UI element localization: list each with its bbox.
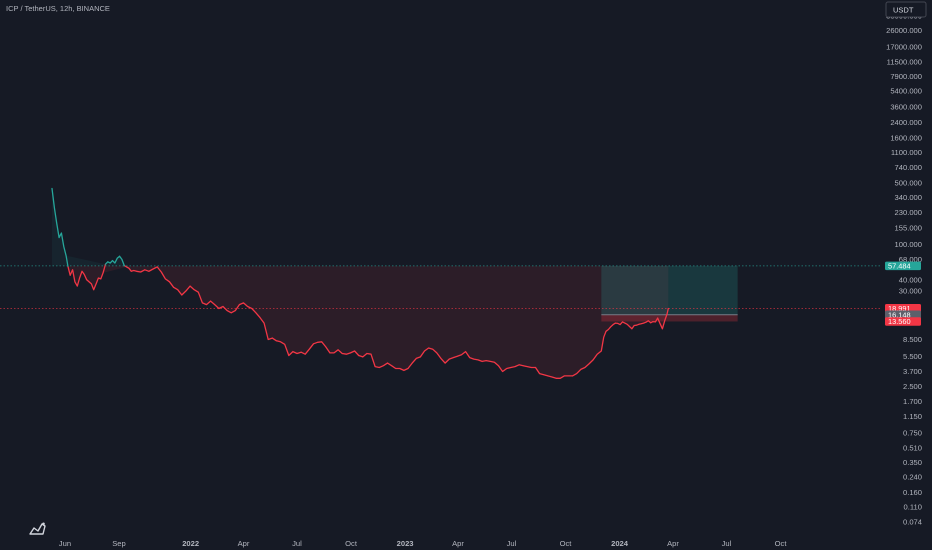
y-tick-label: 1.150 (903, 412, 922, 421)
y-tick-label: 1600.000 (890, 133, 922, 142)
y-tick-label: 1100.000 (891, 148, 922, 157)
y-tick-label: 500.000 (895, 178, 922, 187)
currency-button-frame[interactable] (885, 1, 927, 18)
series-layer (51, 187, 669, 379)
x-tick-label: Oct (775, 539, 788, 548)
tradingview-logo-icon[interactable] (29, 522, 46, 535)
x-tick-label: Jul (292, 539, 302, 548)
position-stop-zone[interactable] (601, 314, 738, 322)
x-tick-label: Jul (507, 539, 517, 548)
fills-layer (52, 188, 669, 379)
price-tag-bg (885, 310, 921, 320)
price-tag-text: 18.991 (888, 304, 911, 313)
y-tick-label: 340.000 (895, 193, 922, 202)
y-tick-label: 17000.000 (886, 43, 922, 52)
y-tick-label: 3600.000 (890, 102, 922, 111)
price-tag-bg (885, 317, 921, 326)
y-tick-label: 26000.000 (886, 26, 922, 35)
y-tick-label: 0.350 (903, 458, 922, 467)
y-tick-label: 2400.000 (890, 118, 922, 127)
y-tick-label: 5.500 (903, 352, 922, 361)
x-tick-label: 2022 (182, 539, 199, 548)
x-tick-label: Apr (238, 539, 250, 548)
y-tick-label: 0.074 (903, 518, 922, 527)
y-tick-label: 230.000 (895, 208, 922, 217)
y-tick-label: 40.000 (899, 275, 922, 284)
x-tick-label: 2023 (397, 539, 414, 548)
position-tool[interactable] (601, 265, 738, 322)
reference-lines (0, 265, 882, 309)
series-line-above (51, 187, 125, 267)
x-tick-label: Jul (722, 539, 732, 548)
below-threshold-fill (67, 265, 669, 379)
x-tick-label: Jun (59, 539, 71, 548)
logo-dot (42, 522, 45, 526)
y-tick-label: 100.000 (895, 240, 922, 249)
currency-button[interactable]: USDT (885, 1, 927, 18)
price-tag-bg (885, 261, 921, 271)
series-line-below (67, 263, 669, 379)
y-tick-label: 30.000 (899, 287, 922, 296)
y-tick-label: 155.000 (895, 223, 922, 232)
y-tick-label: 0.160 (903, 488, 922, 497)
y-tick-label: 1.700 (903, 397, 922, 406)
x-tick-label: Oct (560, 539, 573, 548)
y-tick-label: 11500.000 (887, 58, 922, 67)
x-axis[interactable]: Jun Sep 2022 Apr Jul Oct 2023 Apr Jul Oct 2024 Apr J… (59, 539, 788, 548)
x-tick-label: Oct (345, 539, 358, 548)
y-tick-label: 8.500 (903, 335, 922, 344)
x-tick-label: Sep (112, 539, 126, 548)
position-target-zone[interactable] (601, 265, 738, 315)
y-tick-label: 0.510 (903, 443, 922, 452)
y-tick-label: 5400.000 (890, 87, 922, 96)
logo-shape (29, 523, 46, 535)
price-tag-text: 57.484 (888, 261, 911, 270)
x-tick-label: Apr (452, 539, 464, 548)
y-tick-label: 740.000 (895, 163, 922, 172)
y-tick-label: 0.750 (903, 428, 922, 437)
price-tag-text: 16.148 (888, 310, 911, 319)
price-tag-text: 13.560 (888, 317, 911, 326)
chart-title: ICP / TetherUS, 12h, BINANCE (6, 4, 110, 13)
y-tick-label: 3.700 (903, 367, 922, 376)
currency-button-label[interactable]: USDT (893, 6, 914, 15)
above-threshold-fill (52, 188, 125, 266)
y-tick-label: 0.240 (903, 472, 922, 481)
y-tick-label: 2.500 (903, 382, 922, 391)
y-tick-label: 7900.000 (890, 72, 922, 81)
x-tick-label: 2024 (611, 539, 629, 548)
y-tick-label: 68.000 (899, 255, 922, 264)
y-tick-label: 0.110 (904, 502, 922, 511)
x-tick-label: Apr (667, 539, 679, 548)
